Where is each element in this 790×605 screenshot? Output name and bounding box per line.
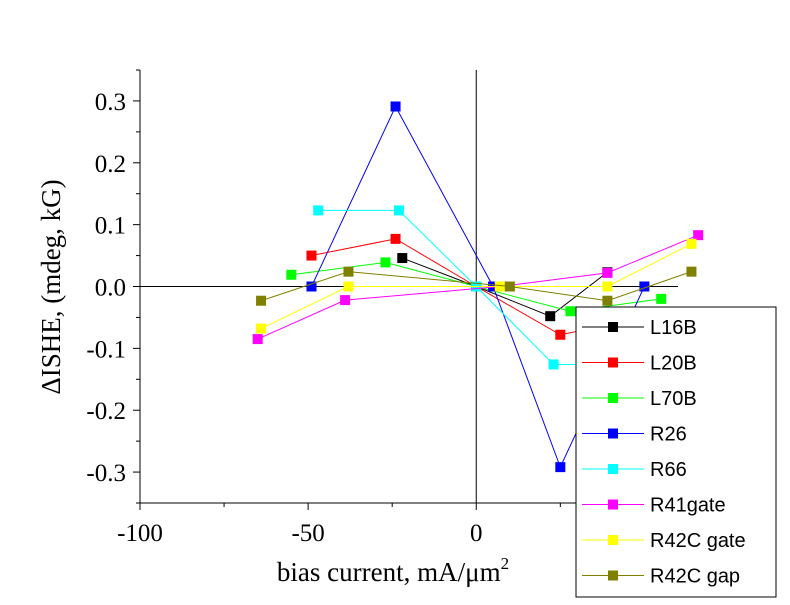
data-point — [306, 281, 317, 292]
legend-marker — [608, 464, 618, 474]
data-point — [286, 269, 297, 280]
x-axis-title-main: bias current, mA/μm — [277, 557, 501, 587]
legend-marker — [608, 535, 618, 545]
data-point — [548, 359, 559, 370]
x-tick-label: 0 — [470, 520, 483, 547]
y-tick-label: -0.2 — [86, 398, 126, 425]
legend-box — [575, 306, 777, 598]
tick-labels: -100-500500.30.20.10.0-0.1-0.2-0.3 — [86, 89, 656, 547]
data-point — [602, 281, 613, 292]
legend-label: L20B — [650, 353, 697, 375]
data-point — [494, 281, 505, 292]
data-point — [555, 462, 566, 473]
legend-label: L70B — [650, 388, 697, 410]
data-point — [393, 205, 404, 216]
legend-marker — [608, 357, 618, 368]
data-point — [256, 323, 267, 334]
series-r42c-gate — [256, 238, 697, 334]
data-point — [656, 293, 667, 304]
y-tick-label: 0.0 — [95, 275, 126, 302]
data-point — [343, 281, 354, 292]
legend-label: R42C gap — [650, 566, 740, 588]
x-tick-label: -100 — [117, 520, 163, 547]
legend-label: R42C gate — [650, 530, 746, 552]
series-r42c-gap — [256, 266, 697, 306]
y-tick-label: -0.3 — [86, 460, 126, 487]
y-tick-label: 0.1 — [95, 213, 126, 240]
legend-marker — [608, 428, 618, 439]
legend-label: L16B — [650, 317, 697, 339]
data-point — [256, 295, 267, 306]
x-tick-label: -50 — [291, 520, 324, 547]
data-point — [252, 334, 263, 345]
data-point — [313, 205, 324, 216]
x-axis-title: bias current, mA/μm2 — [277, 554, 509, 587]
legend-marker — [608, 570, 618, 581]
legend-marker — [608, 393, 618, 403]
data-point — [380, 257, 391, 268]
data-point — [693, 230, 704, 241]
series-line — [402, 257, 608, 317]
data-point — [639, 281, 650, 292]
data-point — [306, 250, 317, 261]
x-axis-title-superscript: 2 — [501, 554, 510, 573]
data-point — [397, 253, 408, 264]
legend-label: R66 — [650, 459, 687, 481]
y-tick-label: 0.2 — [95, 151, 126, 178]
y-axis-title: ΔISHE, (mdeg, kG) — [36, 179, 66, 394]
data-point — [390, 101, 401, 112]
data-point — [602, 267, 613, 278]
data-point — [545, 311, 556, 322]
data-point — [565, 306, 576, 317]
y-tick-label: 0.3 — [95, 89, 126, 116]
y-tick-label: -0.1 — [86, 336, 126, 363]
data-point — [343, 266, 354, 277]
data-point — [555, 329, 566, 340]
legend-label: R26 — [650, 424, 687, 446]
data-point — [602, 295, 613, 306]
data-point — [390, 233, 401, 244]
legend-label: R41gate — [650, 495, 726, 517]
data-point — [504, 281, 515, 292]
data-point — [686, 238, 697, 249]
legend-marker — [608, 322, 618, 332]
data-point — [340, 295, 351, 306]
legend: L16B L20B L70B R26 R66 R41gate R42C gate R42C g… — [575, 306, 777, 598]
data-point — [686, 266, 697, 277]
legend-marker — [608, 499, 618, 510]
